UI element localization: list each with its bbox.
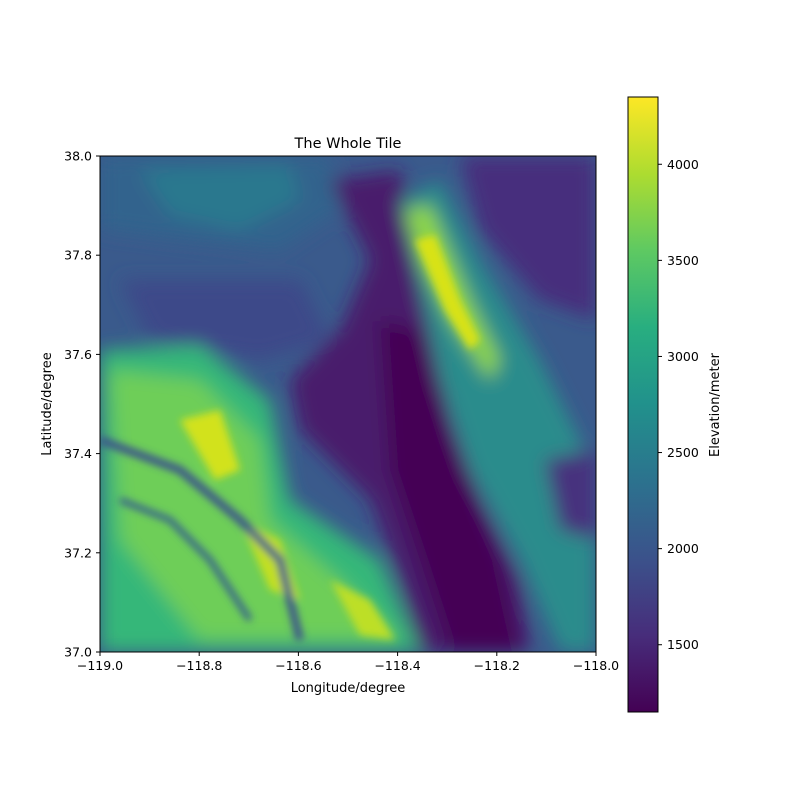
terrain-northeast-lowland <box>460 156 596 320</box>
y-tick-label: 38.0 <box>64 149 92 164</box>
x-tick-label: −118.0 <box>573 658 619 673</box>
colorbar-tick-label: 2000 <box>667 541 699 556</box>
y-tick-label: 37.8 <box>64 248 92 263</box>
terrain-central-basin <box>120 280 330 360</box>
x-tick-label: −118.6 <box>275 658 321 673</box>
colorbar-label: Elevation/meter <box>708 352 723 457</box>
colorbar: 1500 2000 2500 3000 3500 4000 Elevation/meter <box>627 96 723 713</box>
chart-title: The Whole Tile <box>294 136 402 152</box>
y-axis-label: Latitude/degree <box>40 352 55 455</box>
y-axis-ticks: 37.0 37.2 37.4 37.6 37.8 38.0 <box>64 149 100 660</box>
colorbar-ticks: 1500 2000 2500 3000 3500 4000 <box>658 157 699 652</box>
y-tick-label: 37.6 <box>64 347 92 362</box>
colorbar-tick-label: 3500 <box>667 253 699 268</box>
terrain-north-ridge <box>140 165 300 230</box>
y-tick-label: 37.0 <box>64 645 92 660</box>
terrain-sierra-peak-3 <box>330 580 395 640</box>
colorbar-tick-label: 2500 <box>667 445 699 460</box>
terrain-east-basin <box>545 450 596 540</box>
x-tick-label: −118.8 <box>176 658 222 673</box>
colorbar-tick-label: 3000 <box>667 349 699 364</box>
colorbar-gradient <box>627 96 659 713</box>
terrain-sierra-high <box>110 370 400 640</box>
plot-frame <box>99 155 597 653</box>
colorbar-tick-label: 4000 <box>667 157 699 172</box>
x-axis-label: Longitude/degree <box>291 681 406 696</box>
terrain-valley-deep <box>380 320 520 652</box>
terrain-sierra-peak-1 <box>180 410 240 480</box>
x-axis-ticks: −119.0 −118.8 −118.6 −118.4 −118.2 −118.0 <box>77 652 619 673</box>
colorbar-tick-label: 1500 <box>667 637 699 652</box>
x-tick-label: −118.2 <box>474 658 520 673</box>
elevation-heatmap <box>100 156 596 652</box>
y-tick-label: 37.4 <box>64 446 92 461</box>
x-tick-label: −118.4 <box>374 658 420 673</box>
terrain-east-peak <box>415 235 480 350</box>
terrain-drainage-1 <box>100 436 304 641</box>
x-tick-label: −119.0 <box>77 658 123 673</box>
y-tick-label: 37.2 <box>64 545 92 560</box>
terrain-drainage-2 <box>118 497 253 622</box>
